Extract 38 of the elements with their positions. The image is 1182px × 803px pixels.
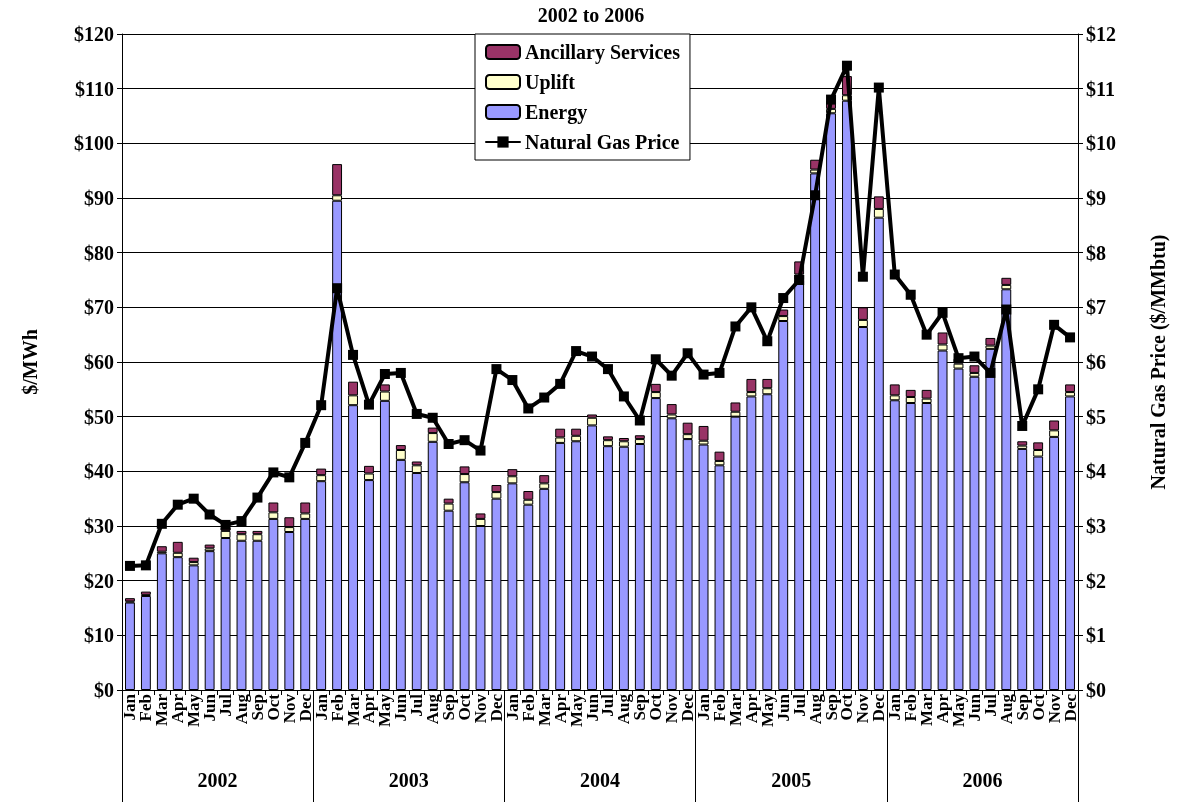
text: 2005 bbox=[771, 769, 812, 791]
y2-tick-label: $1 bbox=[1086, 624, 1106, 647]
legend-label: Natural Gas Price bbox=[525, 131, 680, 153]
y2-tick-label: $3 bbox=[1086, 515, 1106, 537]
text: 2004 bbox=[580, 769, 620, 791]
text: 2006 bbox=[962, 769, 1003, 791]
y2-tick-label: $9 bbox=[1086, 187, 1106, 209]
y-tick-label: $110 bbox=[75, 77, 114, 100]
y-axis-title: $/MWh bbox=[19, 329, 41, 395]
y2-tick-label: $4 bbox=[1086, 460, 1106, 483]
y-tick-label: $50 bbox=[84, 405, 114, 428]
y-tick-label: $40 bbox=[84, 460, 114, 483]
y2-tick-label: $5 bbox=[1086, 405, 1106, 428]
y2-tick-label: $8 bbox=[1086, 241, 1106, 264]
y2-tick-label: $0 bbox=[1086, 679, 1106, 701]
text: 2002 bbox=[197, 769, 238, 791]
y-tick-label: $60 bbox=[84, 351, 114, 373]
y-tick-label: $30 bbox=[84, 515, 114, 537]
y2-tick-label: $11 bbox=[1086, 77, 1115, 100]
y2-tick-label: $10 bbox=[1086, 132, 1116, 155]
text: 2003 bbox=[388, 769, 429, 791]
y2-tick-label: $12 bbox=[1086, 23, 1116, 45]
legend-label: Uplift bbox=[525, 71, 576, 94]
y2-axis-title: Natural Gas Price ($/MMbtu) bbox=[1147, 234, 1170, 490]
y-tick-label: $90 bbox=[84, 187, 114, 209]
chart-title: 2002 to 2006 bbox=[537, 4, 645, 26]
y2-tick-label: $2 bbox=[1086, 569, 1106, 592]
legend-label: Energy bbox=[525, 101, 588, 124]
y-tick-label: $10 bbox=[84, 624, 114, 647]
y-tick-label: $100 bbox=[74, 132, 114, 155]
y-tick-label: $20 bbox=[84, 569, 114, 592]
y-tick-label: $70 bbox=[84, 296, 114, 319]
y-tick-label: $120 bbox=[74, 23, 114, 45]
legend-label: Ancillary Services bbox=[525, 41, 681, 64]
y2-tick-label: $7 bbox=[1086, 296, 1106, 319]
y-tick-label: $80 bbox=[84, 241, 114, 264]
y2-tick-label: $6 bbox=[1086, 351, 1106, 373]
y-tick-label: $0 bbox=[94, 679, 114, 701]
